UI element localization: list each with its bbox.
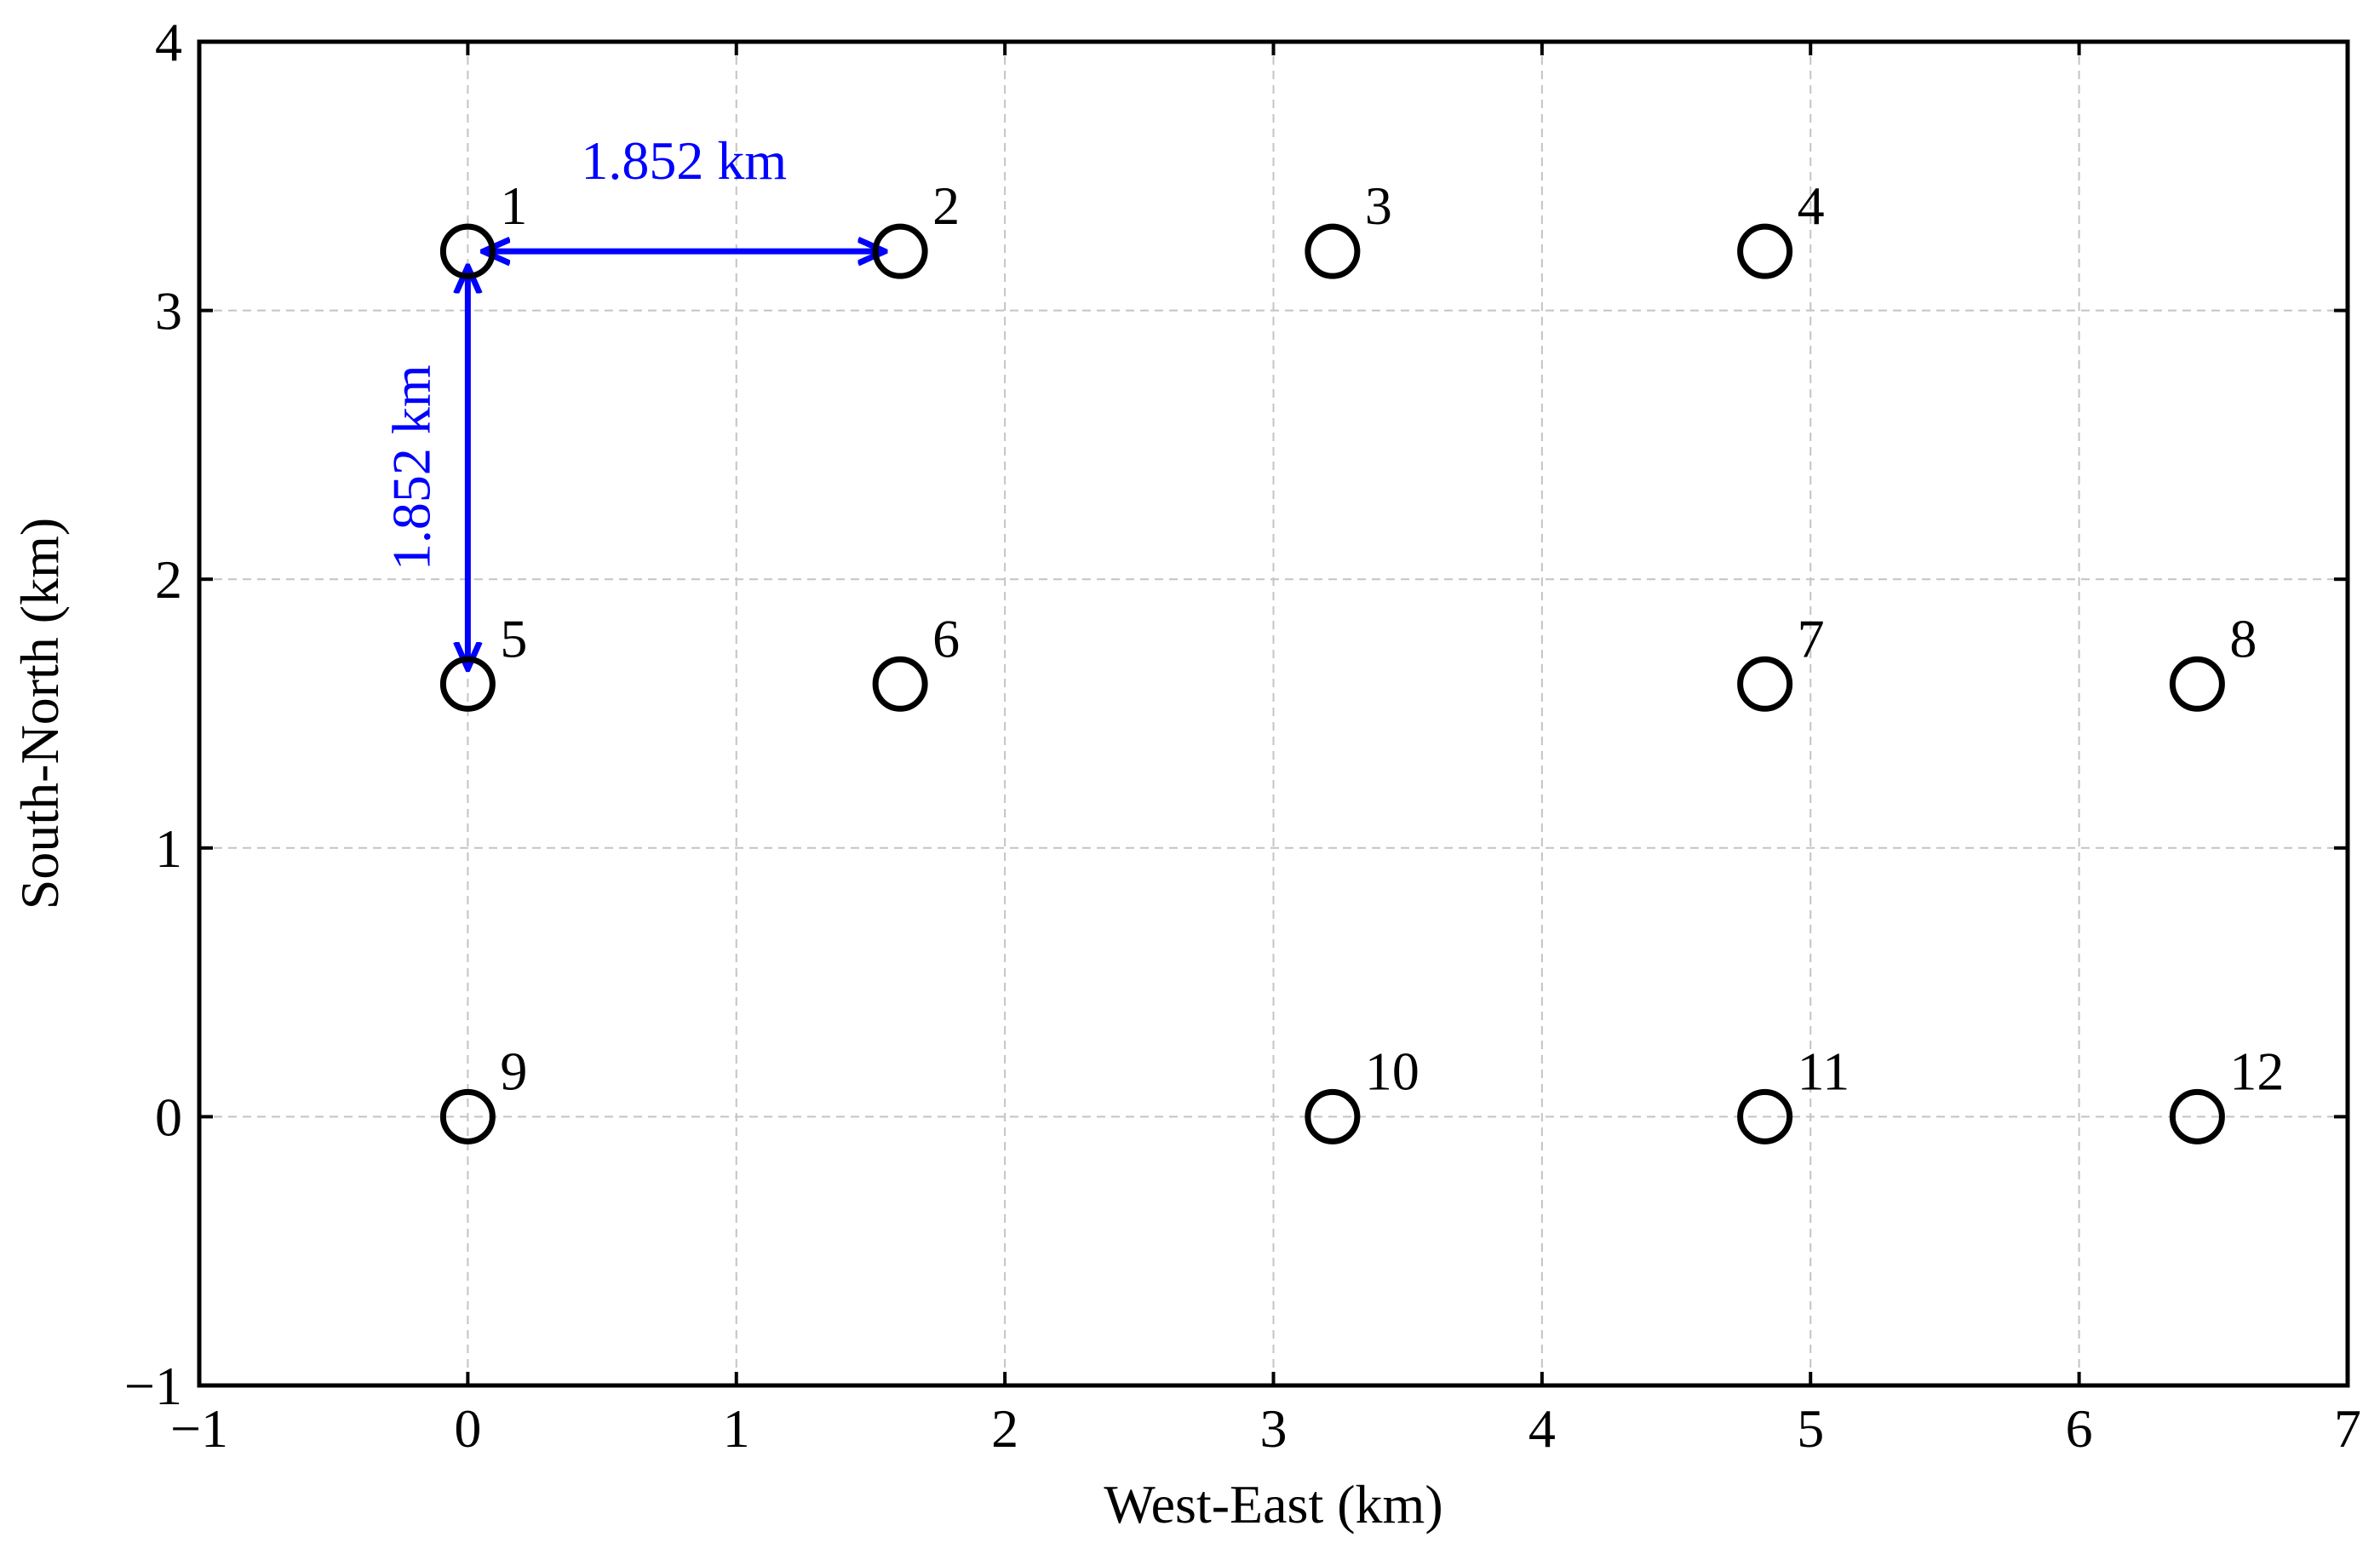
point-label: 2 bbox=[932, 175, 960, 236]
data-point bbox=[872, 656, 928, 712]
distance-label: 1.852 km bbox=[581, 130, 787, 191]
x-tick-label: 6 bbox=[2066, 1398, 2093, 1459]
point-label: 12 bbox=[2229, 1041, 2284, 1101]
x-tick-label: 5 bbox=[1797, 1398, 1824, 1459]
x-tick-label: 1 bbox=[723, 1398, 750, 1459]
point-label: 10 bbox=[1365, 1041, 1419, 1101]
data-point bbox=[2169, 656, 2225, 712]
grid bbox=[199, 42, 2348, 1385]
x-tick-label: 2 bbox=[991, 1398, 1018, 1459]
point-label: 11 bbox=[1798, 1041, 1850, 1101]
point-label: 8 bbox=[2229, 608, 2257, 668]
point-label: 3 bbox=[1365, 175, 1392, 236]
data-points: 1 2 3 45 6 7 89 10 11 12 bbox=[439, 175, 2284, 1144]
x-tick-label: 0 bbox=[454, 1398, 481, 1459]
data-point bbox=[2169, 1088, 2225, 1144]
y-tick-label: 2 bbox=[155, 549, 182, 610]
distance-annotations: 1.852 km 1.852 km bbox=[381, 130, 885, 668]
y-tick-label: 3 bbox=[155, 281, 182, 341]
point-label: 7 bbox=[1798, 608, 1825, 668]
x-tick-label: −1 bbox=[170, 1398, 228, 1459]
point-label: 5 bbox=[500, 608, 527, 668]
y-tick-label: 1 bbox=[155, 818, 182, 879]
data-point bbox=[1305, 1088, 1361, 1144]
data-point bbox=[439, 1088, 496, 1144]
data-point bbox=[439, 223, 496, 279]
x-axis-label: West-East (km) bbox=[1104, 1474, 1442, 1534]
data-point bbox=[439, 656, 496, 712]
distance-label: 1.852 km bbox=[381, 364, 441, 571]
y-tick-label: −1 bbox=[124, 1356, 182, 1416]
point-label: 9 bbox=[500, 1041, 527, 1101]
point-label: 1 bbox=[500, 175, 527, 236]
x-tick-label: 7 bbox=[2334, 1398, 2361, 1459]
y-tick-label: 0 bbox=[155, 1087, 182, 1147]
y-tick-label: 4 bbox=[155, 12, 182, 72]
data-point bbox=[1737, 656, 1793, 712]
data-point bbox=[1305, 223, 1361, 279]
point-label: 6 bbox=[932, 608, 960, 668]
x-tick-label: 3 bbox=[1260, 1398, 1287, 1459]
y-axis-label: South-North (km) bbox=[9, 518, 70, 909]
point-label: 4 bbox=[1798, 175, 1825, 236]
data-point bbox=[872, 223, 928, 279]
data-point bbox=[1737, 223, 1793, 279]
data-point bbox=[1737, 1088, 1793, 1144]
x-tick-label: 4 bbox=[1528, 1398, 1556, 1459]
